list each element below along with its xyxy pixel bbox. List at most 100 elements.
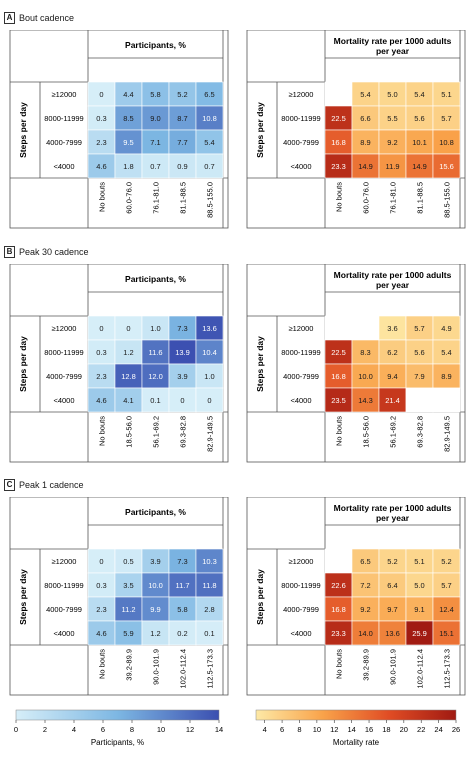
heatmap-cell [195,620,224,646]
cell-value-label: 0 [207,396,211,405]
cell-value-label: 13.6 [385,629,400,638]
cell-value-label: 9.5 [123,138,133,147]
cell-value-label: 16.8 [331,372,346,381]
column-label: No bouts [335,182,344,212]
heatmap-cell [195,548,224,574]
heatmap-title: per year [376,46,410,56]
heatmap-frame [9,30,229,229]
cell-value-label: 0.2 [177,629,187,638]
cell-value-label: 0.9 [177,162,187,171]
row-label: 4000-7999 [283,138,319,147]
heatmap-title: Mortality rate per 1000 adults [334,36,452,46]
column-label: 18.5-56.0 [125,416,134,448]
legend-tick-label: 22 [417,725,425,734]
column-label: 60.0-76.0 [362,182,371,214]
cell-value-label: 7.7 [177,138,187,147]
heatmap-cell [168,339,197,365]
heatmap-cell [141,620,170,646]
heatmap-cell [114,153,143,179]
heatmap-cell [168,153,197,179]
panel-a-label: A Bout cadence [4,12,74,24]
legend-tick-label: 14 [347,725,355,734]
row-label: <4000 [290,396,311,405]
heatmap-cell [168,548,197,574]
heatmap-cell [324,572,353,598]
cell-value-label: 8.3 [360,348,370,357]
heatmap-cell [405,620,434,646]
column-label: 90.0-101.9 [389,649,398,685]
heatmap-cell [87,339,116,365]
heatmap-cell [324,315,353,341]
heatmap-cell [432,315,461,341]
heatmap-cell [324,129,353,155]
heatmap-title: per year [376,513,410,523]
cell-value-label: 7.2 [360,581,370,590]
column-label: 102.0-112.4 [179,649,188,688]
heatmap-cell [114,387,143,413]
heatmap-cell [114,572,143,598]
row-label: 8000-11999 [281,581,320,590]
heatmap-cell [378,572,407,598]
column-label: 76.1-81.0 [152,182,161,214]
heatmap-cell [378,153,407,179]
heatmap-cell [168,315,197,341]
column-label: 69.3-82.8 [416,416,425,448]
cell-value-label: 14.9 [358,162,373,171]
column-label: 82.9-149.5 [443,416,452,452]
cell-value-label: 22.6 [331,581,346,590]
heatmap-cell [87,153,116,179]
panel-c-label: C Peak 1 cadence [4,479,84,491]
cell-value-label: 6.5 [360,557,370,566]
heatmap-cell [141,363,170,389]
legend-tick-label: 8 [297,725,301,734]
heatmap-cell [432,548,461,574]
heatmap-cell [378,315,407,341]
cell-value-label: 11.8 [202,581,216,590]
heatmap-cell [432,596,461,622]
column-label: 39.2-89.9 [362,649,371,681]
cell-value-label: 10.8 [439,138,454,147]
cell-value-label: 4.6 [96,396,106,405]
heatmap-cell [195,129,224,155]
heatmap-cell [324,387,353,413]
heatmap-cell [168,129,197,155]
row-label: <4000 [290,162,311,171]
column-label: 88.5-155.0 [443,182,452,218]
row-label: 4000-7999 [46,372,82,381]
heatmap-title: Participants, % [125,40,186,50]
cell-value-label: 22.5 [331,114,346,123]
cell-value-label: 5.7 [441,581,451,590]
cell-value-label: 9.1 [414,605,424,614]
heatmap-cell [114,363,143,389]
row-label: 4000-7999 [283,605,319,614]
row-label: ≥12000 [289,557,314,566]
column-label: 88.5-155.0 [206,182,215,218]
panel-b-label: B Peak 30 cadence [4,246,89,258]
cell-value-label: 16.8 [331,138,346,147]
row-label: <4000 [53,396,74,405]
legend-tick-label: 16 [365,725,373,734]
heatmap-cell [432,153,461,179]
y-axis-label: Steps per day [255,569,265,625]
heatmap-cell [168,596,197,622]
heatmap-title: per year [376,280,410,290]
heatmap-title: Participants, % [125,507,186,517]
heatmap-frame [246,264,466,463]
cell-value-label: 4.4 [123,90,133,99]
heatmap-cell [432,129,461,155]
legend-tick-label: 6 [280,725,284,734]
heatmap-cell [432,363,461,389]
cell-value-label: 11.2 [121,605,135,614]
legend-tick-label: 18 [382,725,390,734]
cell-value-label: 0.3 [96,114,106,123]
column-label: 39.2-89.9 [125,649,134,681]
column-label: 90.0-101.9 [152,649,161,685]
cell-value-label: 6.4 [387,581,397,590]
row-label: 4000-7999 [46,138,82,147]
heatmap-cell [351,81,380,107]
mortality-legend: 4 6 8 10 12 14 16 18 20 22 24 26 Mortality rate [255,709,460,747]
legend-tick-label: 4 [72,725,76,734]
heatmap-bout-participants: Participants, % Steps per day ≥12000 8000-1… [9,30,229,229]
cell-value-label: 5.1 [441,90,451,99]
